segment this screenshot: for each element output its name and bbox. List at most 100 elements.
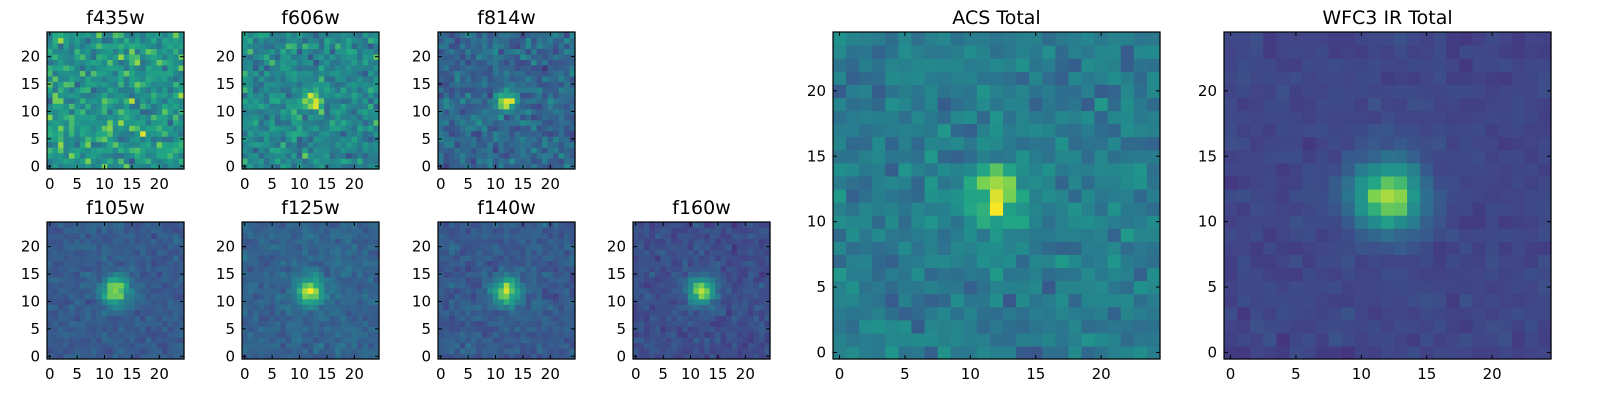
heatmap-cell	[643, 282, 651, 289]
heatmap-cell	[950, 215, 965, 229]
heatmap-cell	[924, 149, 939, 164]
heatmap-cell	[536, 86, 543, 93]
heatmap-cell	[487, 293, 494, 300]
heatmap-cell	[178, 92, 185, 99]
y-tick-label: 0	[421, 347, 431, 365]
heatmap-cell	[134, 108, 141, 115]
heatmap-cell	[693, 271, 700, 278]
heatmap-cell	[329, 320, 336, 327]
heatmap-cell	[307, 353, 314, 360]
x-tick-label: 0	[45, 365, 55, 383]
heatmap-cell	[269, 331, 276, 338]
heatmap-cell	[329, 309, 336, 316]
heatmap-cell	[145, 75, 152, 82]
heatmap-cell	[63, 81, 70, 88]
heatmap-cell	[514, 147, 521, 154]
heatmap-cell	[140, 304, 147, 311]
heatmap-cell	[492, 282, 499, 289]
heatmap-cell	[107, 152, 114, 159]
heatmap-cell	[676, 287, 683, 294]
heatmap-cell	[443, 48, 450, 55]
heatmap-cell	[476, 227, 483, 234]
heatmap-cell	[665, 222, 672, 229]
heatmap-cell	[291, 130, 298, 137]
heatmap-cell	[963, 175, 978, 190]
heatmap-cell	[1081, 293, 1096, 308]
heatmap-cell	[465, 75, 472, 82]
heatmap-cell	[536, 37, 543, 44]
heatmap-cell	[280, 141, 287, 148]
heatmap-cell	[357, 348, 364, 355]
heatmap-cell	[531, 304, 538, 311]
heatmap-cell	[307, 108, 314, 115]
heatmap-cell	[520, 238, 527, 245]
heatmap-cell	[638, 331, 645, 338]
heatmap-cell	[52, 331, 59, 338]
heatmap-cell	[57, 293, 65, 300]
heatmap-cell	[324, 53, 331, 60]
heatmap-cell	[140, 114, 147, 121]
heatmap-cell	[487, 271, 494, 278]
heatmap-cell	[492, 108, 499, 115]
heatmap-cell	[492, 232, 499, 240]
heatmap-cell	[498, 75, 505, 82]
heatmap-cell	[96, 119, 103, 126]
heatmap-cell	[498, 243, 505, 250]
heatmap-cell	[459, 163, 466, 170]
heatmap-cell	[85, 232, 92, 240]
heatmap-cell	[79, 304, 86, 311]
heatmap-cell	[687, 298, 694, 305]
heatmap-cell	[898, 215, 913, 229]
heatmap-cell	[335, 337, 342, 344]
heatmap-cell	[536, 136, 543, 143]
heatmap-cell	[52, 282, 59, 289]
heatmap-cell	[720, 287, 727, 294]
heatmap-cell	[481, 260, 488, 267]
heatmap-cell	[525, 75, 532, 82]
heatmap-cell	[726, 331, 733, 338]
heatmap-cell	[1146, 202, 1161, 216]
heatmap-cell	[520, 64, 527, 71]
heatmap-cell	[280, 147, 287, 154]
heatmap-cell	[247, 342, 254, 349]
heatmap-cell	[85, 287, 92, 294]
heatmap-cell	[96, 32, 103, 39]
heatmap-cell	[476, 298, 483, 305]
heatmap-cell	[274, 222, 281, 229]
heatmap-cell	[676, 320, 683, 327]
heatmap-cell	[101, 119, 108, 126]
heatmap-cell	[558, 141, 565, 148]
heatmap-cell	[898, 202, 913, 216]
heatmap-cell	[351, 342, 358, 349]
heatmap-cell	[687, 232, 694, 240]
heatmap-cell	[525, 158, 532, 165]
heatmap-cell	[156, 249, 163, 256]
heatmap-cell	[937, 175, 952, 190]
heatmap-cell	[531, 249, 538, 256]
heatmap-cell	[748, 315, 755, 322]
heatmap-cell	[340, 276, 347, 283]
heatmap-cell	[302, 86, 309, 93]
heatmap-cell	[525, 163, 532, 170]
heatmap-cell	[553, 293, 560, 300]
heatmap-cell	[454, 309, 461, 316]
heatmap-cell	[263, 304, 270, 311]
heatmap-cell	[492, 254, 499, 261]
heatmap-cell	[438, 141, 445, 148]
heatmap-cell	[47, 114, 54, 121]
heatmap-cell	[90, 70, 97, 77]
heatmap-cell	[465, 125, 472, 132]
heatmap-cell	[950, 188, 965, 203]
heatmap-cell	[682, 254, 689, 261]
heatmap-cell	[569, 114, 576, 121]
heatmap-cell	[173, 287, 180, 294]
x-tick-label: 20	[345, 175, 364, 193]
heatmap-cell	[140, 158, 147, 165]
heatmap-cell	[950, 319, 965, 334]
heatmap-cell	[720, 276, 727, 283]
heatmap-cell	[715, 232, 722, 240]
heatmap-cell	[107, 287, 114, 294]
heatmap-cell	[654, 337, 661, 344]
heatmap-cell	[748, 326, 755, 333]
